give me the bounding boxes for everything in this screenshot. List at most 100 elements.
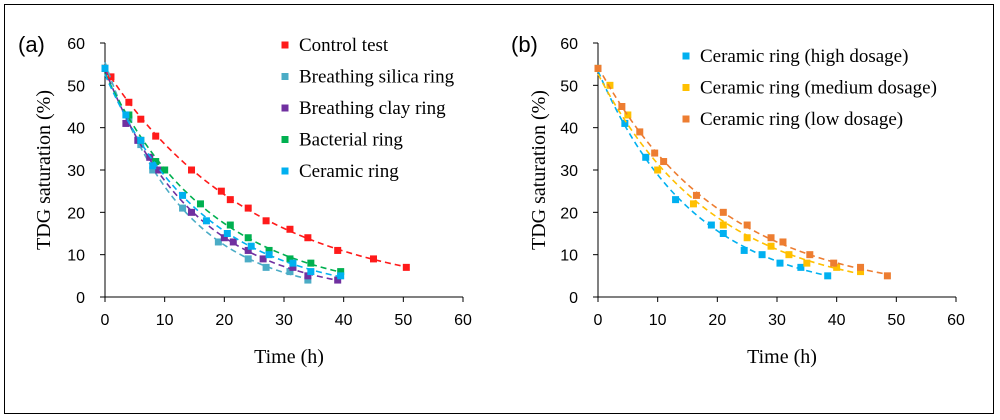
y-tick-label: 20 bbox=[67, 205, 85, 222]
data-point bbox=[743, 234, 751, 242]
y-tick-label: 40 bbox=[560, 121, 578, 138]
data-point bbox=[776, 259, 784, 267]
trend-line-2 bbox=[104, 61, 309, 280]
data-point bbox=[624, 111, 632, 119]
legend-label: Breathing clay ring bbox=[299, 98, 446, 119]
data-point bbox=[152, 132, 160, 140]
data-point bbox=[244, 246, 252, 254]
y-tick-label: 10 bbox=[560, 248, 578, 265]
data-point bbox=[122, 111, 130, 119]
data-point bbox=[155, 166, 163, 174]
data-point bbox=[304, 272, 312, 280]
data-point bbox=[594, 64, 602, 72]
data-point bbox=[830, 259, 838, 267]
data-point bbox=[262, 263, 270, 271]
data-point bbox=[370, 255, 377, 263]
data-point bbox=[214, 238, 222, 246]
y-tick-label: 0 bbox=[569, 290, 578, 307]
legend-marker bbox=[281, 73, 289, 80]
trend-line-2 bbox=[597, 73, 861, 275]
data-point bbox=[797, 263, 805, 271]
data-point bbox=[719, 221, 727, 229]
data-point bbox=[226, 196, 234, 204]
y-tick-label: 0 bbox=[76, 290, 85, 307]
y-tick-label: 60 bbox=[560, 36, 578, 53]
data-point bbox=[719, 230, 727, 237]
y-axis-title: TDG saturation (%) bbox=[33, 90, 55, 250]
data-point bbox=[779, 238, 787, 246]
data-point bbox=[220, 234, 228, 242]
data-point bbox=[161, 166, 169, 174]
panel-label: (b) bbox=[511, 32, 538, 57]
data-point bbox=[149, 166, 157, 174]
data-point bbox=[833, 263, 841, 271]
legend-marker bbox=[281, 136, 289, 143]
chart-panel-b: 0 10 20 30 40 50 60 0 10 20 30 40 50 60 Time (h) TDG sa… bbox=[511, 32, 965, 368]
data-point bbox=[304, 276, 312, 284]
data-point bbox=[101, 64, 109, 72]
legend-label: Ceramic ring (medium dosage) bbox=[700, 78, 937, 99]
data-point bbox=[785, 251, 793, 259]
data-point bbox=[289, 259, 297, 267]
data-point bbox=[334, 246, 342, 254]
x-tick-label: 30 bbox=[275, 312, 293, 329]
chart-panel-a: 0 10 20 30 40 50 60 0 10 20 30 40 50 60 Time (h) TDG sa… bbox=[18, 32, 472, 368]
data-point bbox=[122, 119, 130, 127]
x-tick-label: 40 bbox=[335, 312, 353, 329]
data-point bbox=[743, 221, 751, 229]
data-point bbox=[857, 268, 865, 276]
data-point bbox=[179, 191, 187, 199]
x-tick-label: 40 bbox=[828, 312, 846, 329]
data-point bbox=[767, 234, 775, 242]
data-point bbox=[226, 221, 234, 229]
data-point bbox=[618, 103, 626, 110]
data-point bbox=[244, 234, 252, 242]
data-point bbox=[244, 255, 252, 263]
data-point bbox=[179, 204, 187, 212]
data-point bbox=[286, 268, 294, 276]
data-point bbox=[337, 272, 345, 280]
x-tick-label: 0 bbox=[594, 312, 603, 329]
legend-label: Bacterial ring bbox=[299, 130, 403, 151]
trend-line-3 bbox=[597, 66, 888, 276]
data-point bbox=[137, 136, 145, 144]
data-point bbox=[636, 128, 644, 136]
data-point bbox=[758, 251, 766, 259]
x-tick-label: 20 bbox=[708, 312, 726, 329]
y-tick-label: 50 bbox=[67, 78, 85, 95]
panel-label: (a) bbox=[18, 32, 45, 57]
data-point bbox=[262, 217, 270, 225]
data-point bbox=[149, 162, 157, 170]
y-tick-label: 20 bbox=[560, 205, 578, 222]
data-point bbox=[334, 276, 342, 284]
data-point bbox=[244, 204, 252, 212]
data-point bbox=[304, 234, 312, 242]
data-point bbox=[883, 272, 891, 280]
legend-marker bbox=[682, 52, 690, 60]
data-point bbox=[767, 242, 775, 250]
data-point bbox=[707, 221, 715, 229]
data-point bbox=[188, 208, 196, 216]
data-point bbox=[265, 246, 273, 254]
data-point bbox=[137, 115, 145, 123]
x-tick-label: 60 bbox=[454, 312, 472, 329]
data-point bbox=[223, 230, 231, 237]
legend-label: Ceramic ring bbox=[299, 161, 399, 182]
data-point bbox=[286, 225, 294, 233]
legend-label: Control test bbox=[299, 35, 389, 56]
data-point bbox=[824, 272, 832, 280]
x-tick-label: 0 bbox=[101, 312, 110, 329]
y-tick-label: 40 bbox=[67, 121, 85, 138]
legend-marker bbox=[281, 41, 289, 49]
x-axis-title: Time (h) bbox=[747, 346, 817, 368]
data-point bbox=[689, 200, 697, 208]
data-point bbox=[289, 263, 297, 271]
data-point bbox=[286, 255, 294, 263]
data-point bbox=[188, 166, 196, 174]
trend-line-4 bbox=[104, 73, 341, 273]
data-point bbox=[265, 251, 273, 259]
x-tick-label: 10 bbox=[156, 312, 174, 329]
data-point bbox=[806, 251, 814, 259]
data-point bbox=[307, 268, 315, 276]
